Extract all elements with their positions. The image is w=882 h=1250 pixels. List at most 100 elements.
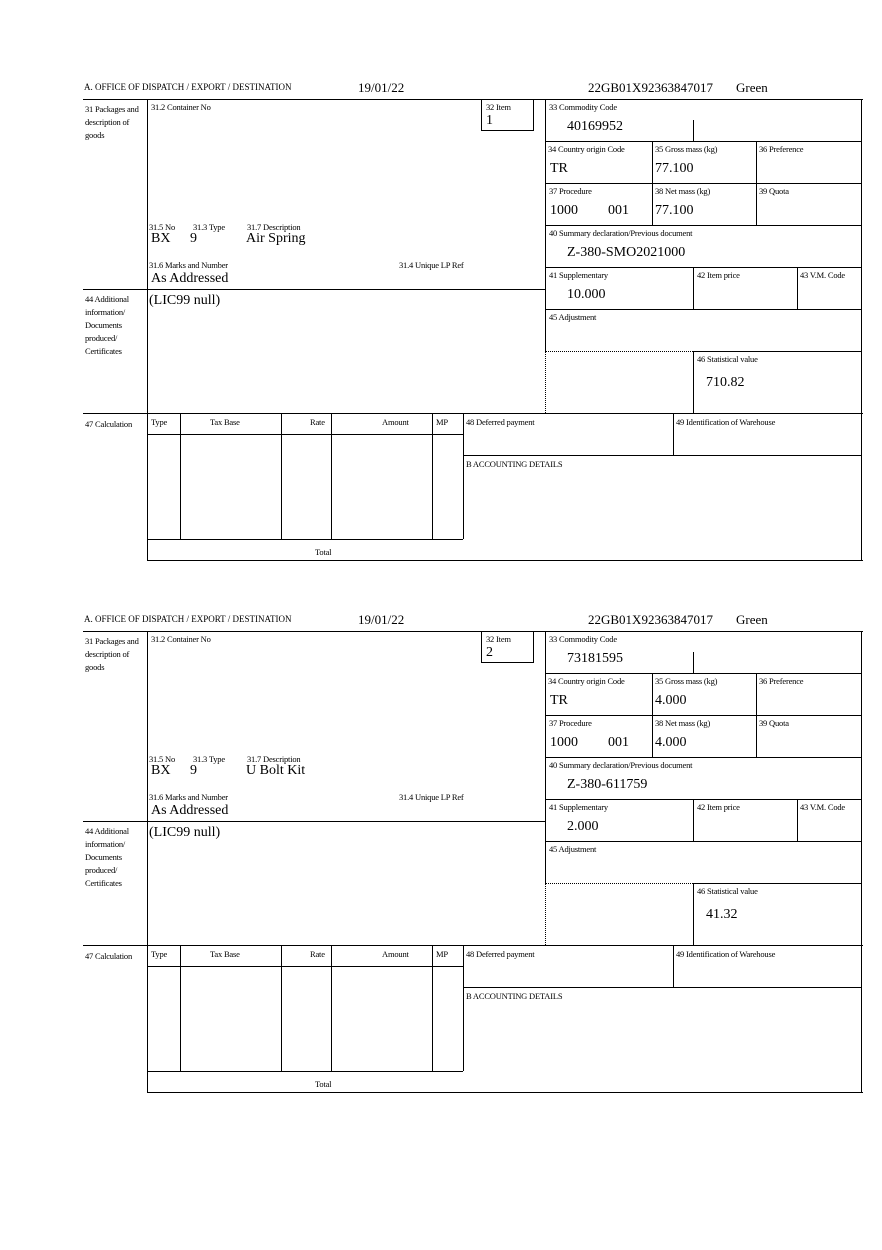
calc-rate-header: Rate [310, 949, 325, 959]
calc-mp-header: MP [436, 417, 448, 427]
rule [545, 309, 862, 310]
rule [693, 267, 694, 309]
package-no-label: 31.5 No [149, 222, 175, 232]
rule [861, 631, 862, 1093]
net-mass: 77.100 [655, 203, 694, 218]
rule [545, 715, 862, 716]
rule [693, 883, 694, 945]
rule [281, 945, 282, 1071]
rule [83, 99, 863, 100]
unique-ref-label: 31.4 Unique LP Ref [399, 792, 464, 802]
statistical-value-label: 46 Statistical value [697, 886, 758, 896]
package-no: BX [151, 763, 171, 778]
adjustment-label: 45 Adjustment [549, 312, 597, 322]
rule [673, 945, 674, 987]
rule [545, 799, 862, 800]
previous-document-label: 40 Summary declaration/Previous document [549, 228, 693, 238]
rule [147, 99, 148, 561]
warehouse-label: 49 Identification of Warehouse [676, 417, 776, 427]
rule [545, 351, 693, 352]
item-label: 32 Item [486, 634, 511, 644]
country-origin: TR [550, 693, 568, 708]
rule [180, 413, 181, 539]
supplementary-units: 10.000 [567, 287, 606, 302]
additional-info-value: (LIC99 null) [149, 825, 221, 840]
vm-code-label: 43 V.M. Code [800, 802, 845, 812]
rule [463, 987, 862, 988]
rule [432, 413, 433, 539]
rule [797, 799, 798, 841]
rule [693, 652, 694, 673]
procedure-additional: 001 [608, 735, 629, 750]
rule [83, 413, 863, 414]
declaration-reference: 22GB01X92363847017 [588, 612, 713, 627]
statistical-value: 41.32 [706, 907, 738, 922]
marks-value: As Addressed [151, 271, 229, 286]
procedure-label: 37 Procedure [549, 718, 592, 728]
calc-rate-header: Rate [310, 417, 325, 427]
rule [693, 883, 862, 884]
calc-taxbase-header: Tax Base [210, 949, 240, 959]
rule [432, 945, 433, 1071]
procedure-code: 1000 [550, 203, 578, 218]
commodity-code-label: 33 Commodity Code [549, 634, 617, 644]
declaration-item-form: A. OFFICE OF DISPATCH / EXPORT / DESTINA… [0, 76, 882, 561]
rule [652, 673, 653, 757]
package-type: 9 [190, 763, 197, 778]
procedure-code: 1000 [550, 735, 578, 750]
calc-type-header: Type [151, 949, 168, 959]
office-heading: A. OFFICE OF DISPATCH / EXPORT / DESTINA… [84, 82, 292, 92]
quota-label: 39 Quota [759, 186, 789, 196]
rule [693, 351, 694, 413]
rule [756, 673, 757, 757]
declaration-date: 19/01/22 [358, 612, 405, 627]
rule [281, 413, 282, 539]
country-origin-label: 34 Country origin Code [548, 144, 625, 154]
preference-label: 36 Preference [759, 144, 804, 154]
rule [545, 141, 862, 142]
gross-mass: 4.000 [655, 693, 687, 708]
declaration-reference: 22GB01X92363847017 [588, 80, 713, 95]
additional-info-label: 44 Additional information/ Documents pro… [85, 826, 129, 888]
rule [545, 673, 862, 674]
item-box [481, 631, 534, 663]
rule [693, 799, 694, 841]
route-status: Green [736, 612, 768, 627]
calc-total-label: Total [315, 1079, 332, 1089]
commodity-code: 73181595 [567, 651, 623, 666]
rule [545, 841, 862, 842]
rule [545, 267, 862, 268]
rule [83, 945, 863, 946]
preference-label: 36 Preference [759, 676, 804, 686]
declaration-date: 19/01/22 [358, 80, 405, 95]
rule [545, 183, 862, 184]
office-heading: A. OFFICE OF DISPATCH / EXPORT / DESTINA… [84, 614, 292, 624]
accounting-details-label: B ACCOUNTING DETAILS [466, 991, 563, 1001]
gross-mass-label: 35 Gross mass (kg) [655, 144, 718, 154]
net-mass: 4.000 [655, 735, 687, 750]
rule [545, 351, 546, 413]
rule [545, 225, 862, 226]
rule [331, 413, 332, 539]
previous-document: Z-380-SMO2021000 [567, 245, 686, 260]
rule [147, 1092, 863, 1093]
supplementary-label: 41 Supplementary [549, 802, 608, 812]
supplementary-units: 2.000 [567, 819, 599, 834]
rule [147, 560, 863, 561]
rule [463, 413, 464, 539]
rule [83, 631, 863, 632]
previous-document: Z-380-611759 [567, 777, 648, 792]
gross-mass: 77.100 [655, 161, 694, 176]
net-mass-label: 38 Net mass (kg) [655, 186, 711, 196]
rule [861, 99, 862, 561]
country-origin: TR [550, 161, 568, 176]
rule [545, 757, 862, 758]
item-price-label: 42 Item price [697, 802, 740, 812]
procedure-additional: 001 [608, 203, 629, 218]
package-type-label: 31.3 Type [193, 754, 225, 764]
marks-label: 31.6 Marks and Number [149, 792, 228, 802]
statistical-value: 710.82 [706, 375, 745, 390]
container-no-label: 31.2 Container No [151, 634, 211, 644]
rule [180, 945, 181, 1071]
description-label: 31.7 Description [247, 222, 301, 232]
